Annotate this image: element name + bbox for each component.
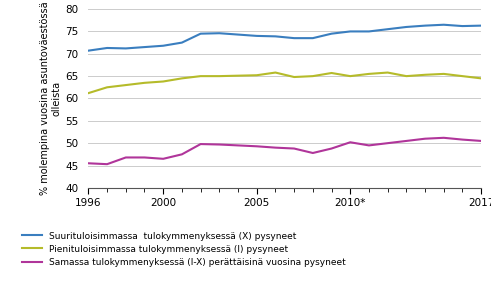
Pienituloisimmassa tulokymmenyksessä (I) pysyneet: [198, 74, 204, 78]
Suurituloisimmassa  tulokymmenyksessä (X) pysyneet: [404, 25, 409, 29]
Suurituloisimmassa  tulokymmenyksessä (X) pysyneet: [441, 23, 447, 27]
Samassa tulokymmenyksessä (I-X) perättäisinä vuosina pysyneet: [366, 144, 372, 147]
Samassa tulokymmenyksessä (I-X) perättäisinä vuosina pysyneet: [273, 146, 278, 149]
Samassa tulokymmenyksessä (I-X) perättäisinä vuosina pysyneet: [460, 138, 465, 142]
Samassa tulokymmenyksessä (I-X) perättäisinä vuosina pysyneet: [235, 144, 241, 147]
Samassa tulokymmenyksessä (I-X) perättäisinä vuosina pysyneet: [385, 141, 391, 145]
Pienituloisimmassa tulokymmenyksessä (I) pysyneet: [366, 72, 372, 76]
Pienituloisimmassa tulokymmenyksessä (I) pysyneet: [273, 71, 278, 74]
Suurituloisimmassa  tulokymmenyksessä (X) pysyneet: [460, 24, 465, 28]
Pienituloisimmassa tulokymmenyksessä (I) pysyneet: [235, 74, 241, 78]
Suurituloisimmassa  tulokymmenyksessä (X) pysyneet: [385, 27, 391, 31]
Samassa tulokymmenyksessä (I-X) perättäisinä vuosina pysyneet: [254, 145, 260, 148]
Pienituloisimmassa tulokymmenyksessä (I) pysyneet: [179, 77, 185, 80]
Suurituloisimmassa  tulokymmenyksessä (X) pysyneet: [366, 30, 372, 33]
Samassa tulokymmenyksessä (I-X) perättäisinä vuosina pysyneet: [422, 137, 428, 141]
Samassa tulokymmenyksessä (I-X) perättäisinä vuosina pysyneet: [198, 142, 204, 146]
Pienituloisimmassa tulokymmenyksessä (I) pysyneet: [160, 80, 166, 83]
Pienituloisimmassa tulokymmenyksessä (I) pysyneet: [478, 77, 484, 80]
Samassa tulokymmenyksessä (I-X) perättäisinä vuosina pysyneet: [160, 157, 166, 161]
Pienituloisimmassa tulokymmenyksessä (I) pysyneet: [460, 74, 465, 78]
Suurituloisimmassa  tulokymmenyksessä (X) pysyneet: [123, 47, 129, 50]
Pienituloisimmassa tulokymmenyksessä (I) pysyneet: [141, 81, 147, 85]
Pienituloisimmassa tulokymmenyksessä (I) pysyneet: [404, 74, 409, 78]
Pienituloisimmassa tulokymmenyksessä (I) pysyneet: [441, 72, 447, 76]
Pienituloisimmassa tulokymmenyksessä (I) pysyneet: [385, 71, 391, 74]
Suurituloisimmassa  tulokymmenyksessä (X) pysyneet: [217, 32, 222, 35]
Suurituloisimmassa  tulokymmenyksessä (X) pysyneet: [328, 32, 334, 35]
Suurituloisimmassa  tulokymmenyksessä (X) pysyneet: [254, 34, 260, 38]
Suurituloisimmassa  tulokymmenyksessä (X) pysyneet: [160, 44, 166, 48]
Pienituloisimmassa tulokymmenyksessä (I) pysyneet: [422, 73, 428, 77]
Samassa tulokymmenyksessä (I-X) perättäisinä vuosina pysyneet: [104, 162, 110, 166]
Suurituloisimmassa  tulokymmenyksessä (X) pysyneet: [104, 46, 110, 50]
Samassa tulokymmenyksessä (I-X) perättäisinä vuosina pysyneet: [123, 156, 129, 159]
Line: Suurituloisimmassa  tulokymmenyksessä (X) pysyneet: Suurituloisimmassa tulokymmenyksessä (X)…: [88, 25, 481, 51]
Pienituloisimmassa tulokymmenyksessä (I) pysyneet: [347, 74, 353, 78]
Samassa tulokymmenyksessä (I-X) perättäisinä vuosina pysyneet: [441, 136, 447, 140]
Y-axis label: % molempina vuosina asuntoväestössä
olleista: % molempina vuosina asuntoväestössä olle…: [40, 2, 61, 195]
Suurituloisimmassa  tulokymmenyksessä (X) pysyneet: [85, 49, 91, 52]
Samassa tulokymmenyksessä (I-X) perättäisinä vuosina pysyneet: [291, 147, 297, 150]
Suurituloisimmassa  tulokymmenyksessä (X) pysyneet: [235, 33, 241, 36]
Samassa tulokymmenyksessä (I-X) perättäisinä vuosina pysyneet: [328, 147, 334, 150]
Pienituloisimmassa tulokymmenyksessä (I) pysyneet: [104, 85, 110, 89]
Pienituloisimmassa tulokymmenyksessä (I) pysyneet: [123, 83, 129, 87]
Samassa tulokymmenyksessä (I-X) perättäisinä vuosina pysyneet: [217, 143, 222, 146]
Suurituloisimmassa  tulokymmenyksessä (X) pysyneet: [478, 24, 484, 28]
Samassa tulokymmenyksessä (I-X) perättäisinä vuosina pysyneet: [85, 161, 91, 165]
Pienituloisimmassa tulokymmenyksessä (I) pysyneet: [310, 74, 316, 78]
Samassa tulokymmenyksessä (I-X) perättäisinä vuosina pysyneet: [310, 151, 316, 155]
Samassa tulokymmenyksessä (I-X) perättäisinä vuosina pysyneet: [179, 152, 185, 156]
Pienituloisimmassa tulokymmenyksessä (I) pysyneet: [291, 75, 297, 79]
Samassa tulokymmenyksessä (I-X) perättäisinä vuosina pysyneet: [141, 156, 147, 159]
Line: Pienituloisimmassa tulokymmenyksessä (I) pysyneet: Pienituloisimmassa tulokymmenyksessä (I)…: [88, 72, 481, 93]
Suurituloisimmassa  tulokymmenyksessä (X) pysyneet: [198, 32, 204, 35]
Samassa tulokymmenyksessä (I-X) perättäisinä vuosina pysyneet: [404, 139, 409, 143]
Pienituloisimmassa tulokymmenyksessä (I) pysyneet: [85, 91, 91, 95]
Suurituloisimmassa  tulokymmenyksessä (X) pysyneet: [273, 35, 278, 38]
Samassa tulokymmenyksessä (I-X) perättäisinä vuosina pysyneet: [347, 141, 353, 144]
Suurituloisimmassa  tulokymmenyksessä (X) pysyneet: [310, 36, 316, 40]
Suurituloisimmassa  tulokymmenyksessä (X) pysyneet: [347, 30, 353, 33]
Pienituloisimmassa tulokymmenyksessä (I) pysyneet: [254, 73, 260, 77]
Pienituloisimmassa tulokymmenyksessä (I) pysyneet: [217, 74, 222, 78]
Suurituloisimmassa  tulokymmenyksessä (X) pysyneet: [422, 24, 428, 28]
Samassa tulokymmenyksessä (I-X) perättäisinä vuosina pysyneet: [478, 139, 484, 143]
Suurituloisimmassa  tulokymmenyksessä (X) pysyneet: [179, 41, 185, 45]
Line: Samassa tulokymmenyksessä (I-X) perättäisinä vuosina pysyneet: Samassa tulokymmenyksessä (I-X) perättäi…: [88, 138, 481, 164]
Pienituloisimmassa tulokymmenyksessä (I) pysyneet: [328, 71, 334, 75]
Suurituloisimmassa  tulokymmenyksessä (X) pysyneet: [141, 45, 147, 49]
Suurituloisimmassa  tulokymmenyksessä (X) pysyneet: [291, 36, 297, 40]
Legend: Suurituloisimmassa  tulokymmenyksessä (X) pysyneet, Pienituloisimmassa tulokymme: Suurituloisimmassa tulokymmenyksessä (X)…: [22, 232, 346, 267]
